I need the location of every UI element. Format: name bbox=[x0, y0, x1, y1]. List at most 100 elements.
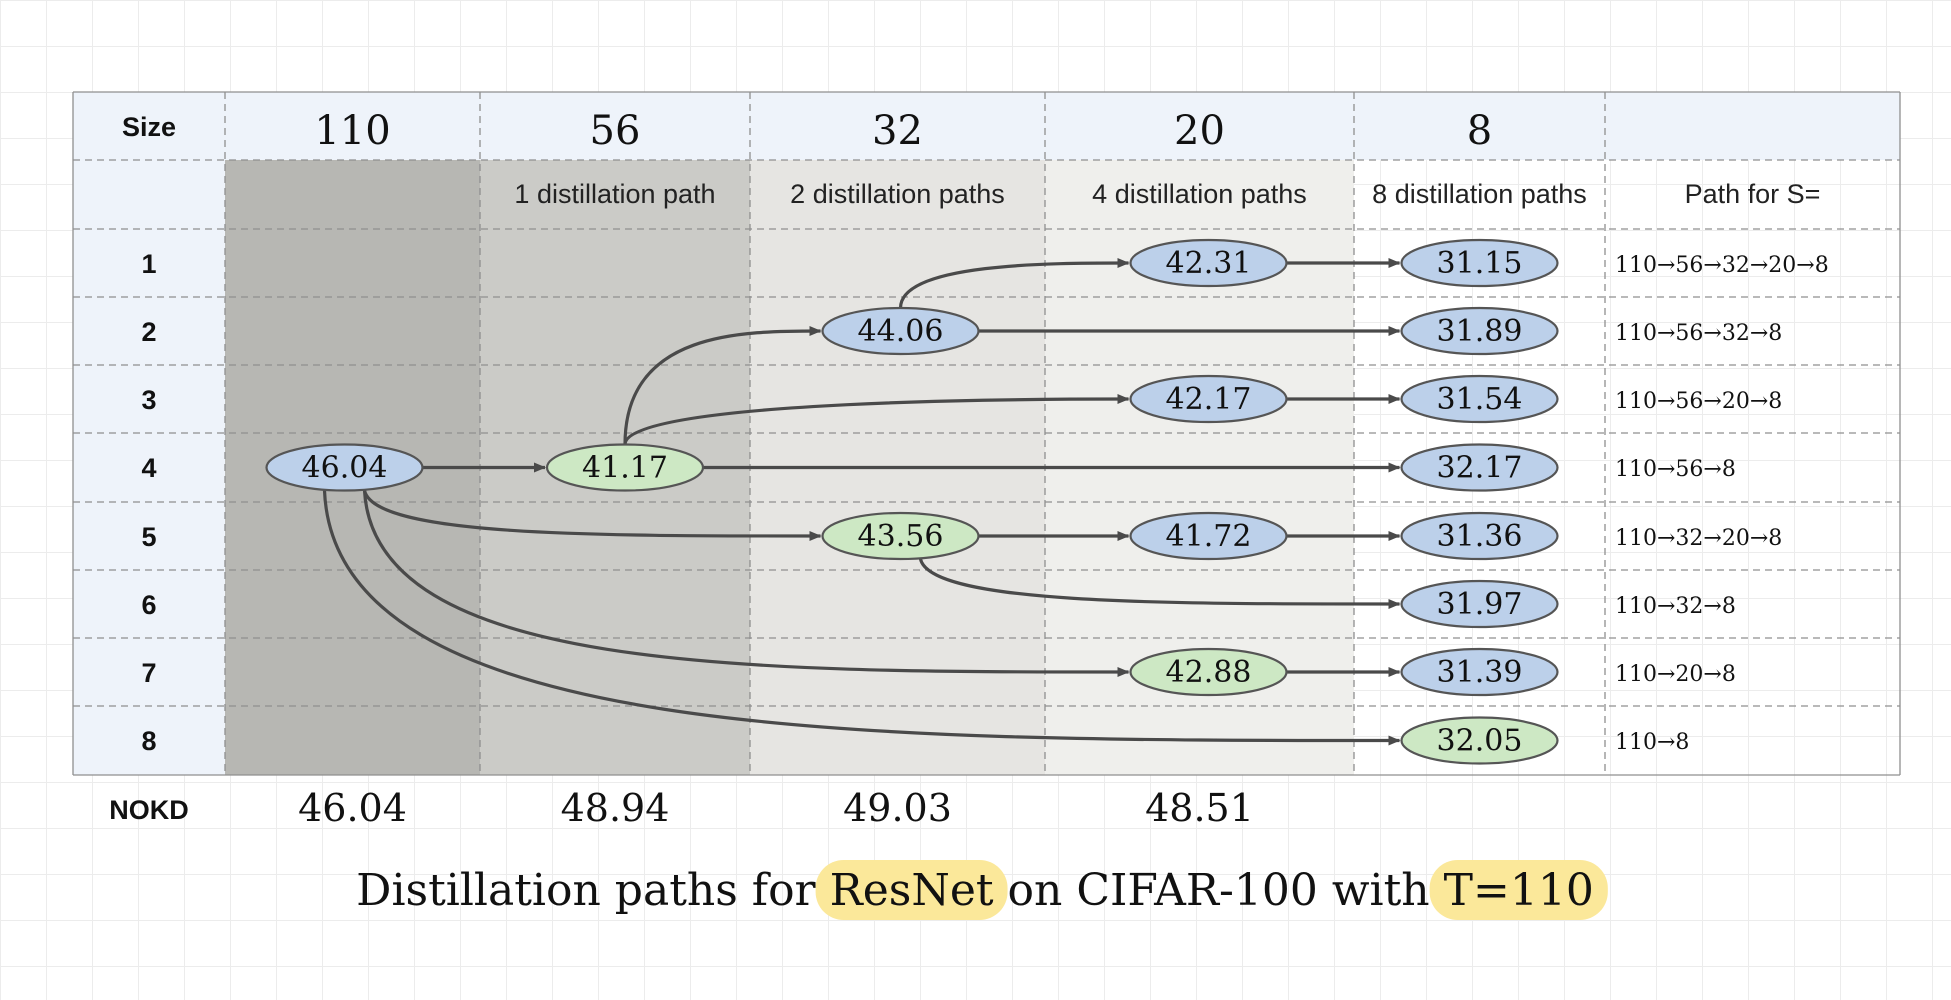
row-label-3: 3 bbox=[141, 385, 156, 415]
path-text: 110→8 bbox=[1615, 730, 1689, 755]
path-text: 110→56→32→20→8 bbox=[1615, 253, 1829, 278]
subheader-1-path: 1 distillation path bbox=[514, 179, 715, 209]
size-header-label: Size bbox=[122, 112, 176, 142]
caption-t-value: T=110 bbox=[1444, 865, 1594, 916]
caption-highlight-resnet bbox=[815, 860, 1008, 920]
node-r8c4: 32.05 bbox=[1400, 716, 1559, 765]
node-r4c4: 32.17 bbox=[1400, 443, 1559, 492]
node-r7c3: 42.88 bbox=[1129, 647, 1288, 697]
row-label-5: 5 bbox=[141, 522, 156, 552]
node-r4c0: 46.04 bbox=[265, 443, 424, 492]
node-ellipse bbox=[1400, 443, 1559, 492]
arrow-r2c2-to-r1c3 bbox=[898, 258, 1130, 309]
arrow-r4c0-to-r8c4 bbox=[322, 490, 1401, 746]
node-value: 41.72 bbox=[1166, 519, 1252, 554]
node-ellipse bbox=[1400, 579, 1559, 629]
size-header-8: 8 bbox=[1467, 108, 1492, 154]
node-value: 32.17 bbox=[1437, 451, 1523, 486]
node-value: 42.88 bbox=[1166, 655, 1252, 690]
node-r2c2: 44.06 bbox=[821, 306, 980, 356]
node-value: 31.39 bbox=[1437, 655, 1523, 690]
node-ellipse bbox=[821, 306, 980, 356]
node-value: 42.31 bbox=[1166, 246, 1252, 281]
node-ellipse bbox=[1400, 238, 1559, 288]
size-header-20: 20 bbox=[1174, 108, 1225, 154]
node-ellipse bbox=[1129, 511, 1288, 561]
node-ellipse bbox=[1129, 374, 1288, 424]
node-value: 31.15 bbox=[1437, 246, 1523, 281]
size-header-56: 56 bbox=[590, 108, 641, 154]
table-grid bbox=[72, 91, 1901, 776]
node-ellipse bbox=[545, 443, 705, 492]
node-r5c2: 43.56 bbox=[821, 511, 980, 561]
row-label-7: 7 bbox=[141, 658, 156, 688]
row-label-8: 8 bbox=[141, 726, 156, 756]
distillation-arrows bbox=[322, 258, 1401, 746]
node-ellipse bbox=[1400, 716, 1559, 765]
nokd-value-20: 48.51 bbox=[1145, 786, 1254, 830]
size-header-background bbox=[73, 92, 1900, 160]
nokd-value-110: 46.04 bbox=[298, 786, 407, 830]
path-text: 110→20→8 bbox=[1615, 662, 1736, 687]
arrow-r5c2-to-r6c4 bbox=[918, 558, 1401, 609]
node-r4c1: 41.17 bbox=[545, 443, 705, 492]
node-value: 43.56 bbox=[858, 519, 944, 554]
node-value: 42.17 bbox=[1166, 382, 1252, 417]
node-r1c3: 42.31 bbox=[1129, 238, 1288, 288]
node-value: 31.54 bbox=[1437, 382, 1523, 417]
path-text: 110→56→20→8 bbox=[1615, 389, 1782, 414]
node-r5c3: 41.72 bbox=[1129, 511, 1288, 561]
path-text: 110→56→8 bbox=[1615, 457, 1736, 482]
path-column-header: Path for S= bbox=[1685, 179, 1821, 209]
size-header-32: 32 bbox=[872, 108, 923, 154]
node-value: 31.89 bbox=[1437, 314, 1523, 349]
subheader-8-paths: 8 distillation paths bbox=[1372, 179, 1587, 209]
node-value: 44.06 bbox=[858, 314, 944, 349]
caption: Distillation paths for ResNet on CIFAR-1… bbox=[356, 860, 1608, 920]
caption-text: Distillation paths for ResNet on CIFAR-1… bbox=[356, 865, 1594, 916]
node-r1c4: 31.15 bbox=[1400, 238, 1559, 288]
subheader-2-paths: 2 distillation paths bbox=[790, 179, 1005, 209]
node-ellipse bbox=[1400, 511, 1559, 561]
subheader-4-paths: 4 distillation paths bbox=[1092, 179, 1307, 209]
node-ellipse bbox=[1400, 647, 1559, 697]
row-label-nokd: NOKD bbox=[109, 795, 189, 825]
row-label-1: 1 bbox=[141, 249, 156, 279]
row-label-6: 6 bbox=[141, 590, 156, 620]
node-value: 46.04 bbox=[302, 451, 388, 486]
arrow-r4c0-to-r7c3 bbox=[362, 490, 1130, 677]
node-r6c4: 31.97 bbox=[1400, 579, 1559, 629]
node-value: 31.36 bbox=[1437, 519, 1523, 554]
size-header-110: 110 bbox=[314, 108, 390, 154]
node-value: 41.17 bbox=[582, 451, 668, 486]
row-label-background bbox=[73, 160, 225, 775]
node-ellipse bbox=[1129, 647, 1288, 697]
row-label-2: 2 bbox=[141, 317, 156, 347]
node-ellipse bbox=[821, 511, 980, 561]
node-r7c4: 31.39 bbox=[1400, 647, 1559, 697]
node-r3c4: 31.54 bbox=[1400, 374, 1559, 424]
node-value: 32.05 bbox=[1437, 724, 1523, 759]
arrow-r4c1-to-r2c2 bbox=[623, 326, 822, 445]
node-r5c4: 31.36 bbox=[1400, 511, 1559, 561]
node-ellipse bbox=[1129, 238, 1288, 288]
arrow-r4c1-to-r3c3 bbox=[623, 394, 1130, 445]
caption-middle: on CIFAR-100 with bbox=[994, 865, 1444, 916]
node-ellipse bbox=[265, 443, 424, 492]
node-r3c3: 42.17 bbox=[1129, 374, 1288, 424]
node-ellipse bbox=[1400, 306, 1559, 356]
node-r2c4: 31.89 bbox=[1400, 306, 1559, 356]
caption-resnet: ResNet bbox=[830, 865, 994, 916]
nokd-value-32: 49.03 bbox=[843, 786, 952, 830]
node-value: 31.97 bbox=[1437, 587, 1523, 622]
path-text: 110→32→20→8 bbox=[1615, 526, 1782, 551]
caption-prefix: Distillation paths for bbox=[356, 865, 829, 916]
row-label-4: 4 bbox=[141, 453, 156, 483]
path-text: 110→32→8 bbox=[1615, 594, 1736, 619]
caption-highlight-t bbox=[1429, 860, 1608, 920]
nokd-value-56: 48.94 bbox=[561, 786, 670, 830]
node-ellipse bbox=[1400, 374, 1559, 424]
arrow-r4c0-to-r5c2 bbox=[362, 489, 822, 541]
path-text: 110→56→32→8 bbox=[1615, 321, 1782, 346]
